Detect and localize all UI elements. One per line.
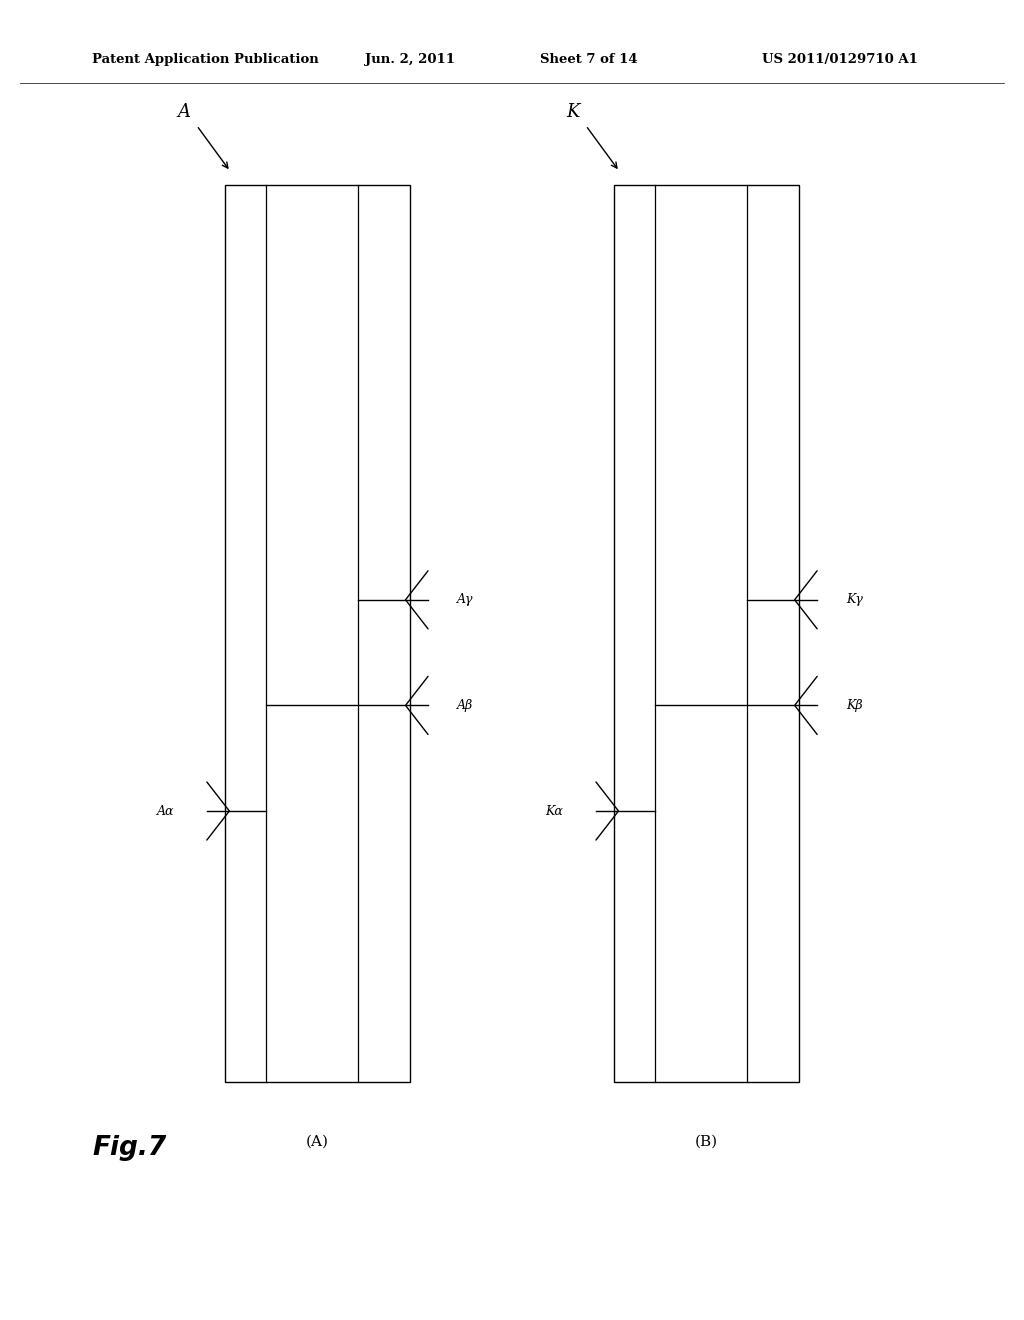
Text: Kα: Kα: [546, 804, 563, 817]
Text: Patent Application Publication: Patent Application Publication: [92, 53, 318, 66]
Text: US 2011/0129710 A1: US 2011/0129710 A1: [762, 53, 918, 66]
Bar: [225, 185, 410, 1082]
Text: Kγ: Kγ: [846, 593, 862, 606]
Text: Fig.7: Fig.7: [92, 1135, 167, 1162]
Text: Aγ: Aγ: [457, 593, 473, 606]
Text: Sheet 7 of 14: Sheet 7 of 14: [540, 53, 638, 66]
Text: (A): (A): [306, 1135, 329, 1148]
Text: Aα: Aα: [157, 804, 174, 817]
Text: Aβ: Aβ: [457, 698, 473, 711]
Bar: [614, 185, 799, 1082]
Text: Kβ: Kβ: [846, 698, 862, 711]
Text: K: K: [566, 103, 581, 121]
Text: (B): (B): [695, 1135, 718, 1148]
Text: A: A: [178, 103, 190, 121]
Text: Jun. 2, 2011: Jun. 2, 2011: [365, 53, 455, 66]
